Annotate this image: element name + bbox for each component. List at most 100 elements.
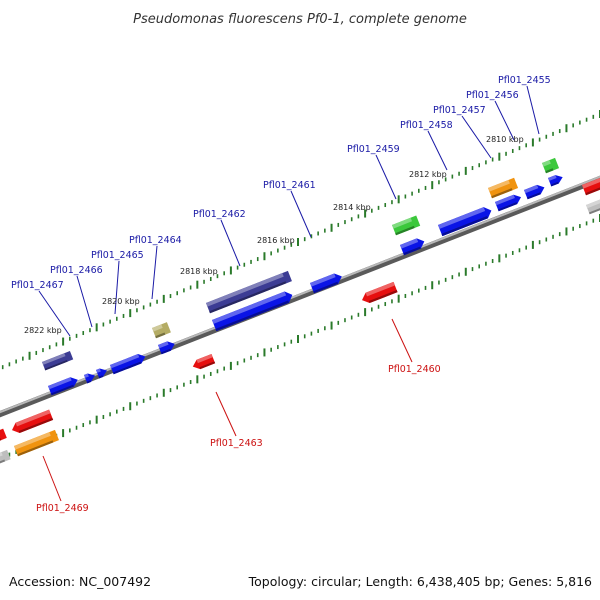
feature-body bbox=[14, 429, 59, 457]
feature-highlight bbox=[15, 409, 51, 427]
feature-highlight bbox=[212, 291, 287, 324]
feature-shadow bbox=[17, 440, 54, 457]
feature-edge-gray-left[interactable] bbox=[0, 449, 11, 465]
feature-pfl01-2458[interactable] bbox=[438, 205, 494, 237]
feature-shadow bbox=[395, 225, 415, 236]
feature-pfl01-2466b[interactable] bbox=[84, 371, 97, 384]
scale-labels: 2810 kbp 2812 kbp 2814 kbp 2816 kbp 2818… bbox=[24, 135, 524, 335]
gene-label-pfl01-2460[interactable]: Pfl01_2460 bbox=[388, 364, 441, 375]
leader-line bbox=[215, 391, 237, 437]
feature-highlight bbox=[196, 353, 213, 364]
gene-label-pfl01-2464[interactable]: Pfl01_2464 bbox=[129, 235, 182, 246]
leader-line bbox=[76, 275, 93, 328]
feature-pfl01-2456[interactable] bbox=[524, 183, 546, 200]
feature-shadow bbox=[199, 361, 216, 370]
tick-track-bottom bbox=[1, 214, 600, 460]
gene-label-pfl01-2467[interactable]: Pfl01_2467 bbox=[11, 280, 64, 291]
feature-pfl01-2465[interactable] bbox=[110, 352, 147, 375]
feature-pfl01-2459[interactable] bbox=[392, 215, 421, 236]
scale-mark: 2814 kbp bbox=[333, 203, 371, 212]
feature-pfl01-2467[interactable] bbox=[42, 351, 74, 371]
leader-line bbox=[151, 245, 158, 300]
tick-track-top bbox=[1, 110, 600, 370]
feature-shadow bbox=[44, 359, 68, 371]
feature-pfl01-2462[interactable] bbox=[206, 270, 292, 314]
feature-shadow bbox=[0, 459, 6, 465]
feature-pfl01-2462-cds[interactable] bbox=[212, 289, 295, 332]
feature-shadow bbox=[215, 300, 289, 332]
feature-pfl01-2460[interactable] bbox=[360, 281, 398, 305]
feature-shadow bbox=[545, 168, 554, 174]
scale-mark: 2812 kbp bbox=[409, 170, 447, 179]
feature-pfl01-2464[interactable] bbox=[152, 322, 171, 339]
feature-highlight bbox=[310, 273, 336, 287]
feature-pfl01-2457-orange[interactable] bbox=[488, 177, 519, 199]
feature-shadow bbox=[209, 281, 287, 314]
feature-pfl01-2455[interactable] bbox=[542, 157, 560, 174]
feature-highlight bbox=[48, 377, 72, 390]
feature-highlight bbox=[548, 175, 557, 181]
feature-pfl01-2466[interactable] bbox=[96, 366, 109, 379]
feature-highlight bbox=[158, 341, 169, 349]
feature-pfl01-2455-cds[interactable] bbox=[548, 173, 564, 187]
gene-label-pfl01-2463[interactable]: Pfl01_2463 bbox=[210, 438, 263, 449]
feature-highlight bbox=[0, 452, 3, 459]
feature-shadow bbox=[98, 375, 104, 379]
feature-body bbox=[582, 174, 600, 196]
gene-label-pfl01-2469[interactable]: Pfl01_2469 bbox=[36, 503, 89, 514]
feature-pfl01-2463[interactable] bbox=[191, 353, 216, 371]
accession-text: Accession: NC_007492 bbox=[9, 574, 151, 589]
gene-labels: Pfl01_2455 Pfl01_2456 Pfl01_2457 Pfl01_2… bbox=[11, 75, 551, 514]
leader-line bbox=[427, 130, 448, 171]
scale-mark: 2810 kbp bbox=[486, 135, 524, 144]
leader-line bbox=[526, 85, 540, 135]
gene-label-pfl01-2465[interactable]: Pfl01_2465 bbox=[91, 250, 144, 261]
gene-label-pfl01-2457[interactable]: Pfl01_2457 bbox=[433, 105, 486, 116]
feature-pfl01-2457[interactable] bbox=[495, 193, 523, 212]
feature-body bbox=[438, 207, 492, 237]
leader-line bbox=[290, 190, 312, 238]
scale-mark: 2820 kbp bbox=[102, 297, 140, 306]
feature-highlight bbox=[84, 373, 89, 378]
leader-line bbox=[38, 290, 71, 337]
gene-label-pfl01-2459[interactable]: Pfl01_2459 bbox=[347, 144, 400, 155]
gene-label-pfl01-2456[interactable]: Pfl01_2456 bbox=[466, 90, 519, 101]
feature-highlight bbox=[542, 160, 551, 167]
feature-body bbox=[48, 377, 78, 396]
feature-body bbox=[212, 291, 293, 332]
feature-body bbox=[488, 177, 519, 199]
feature-pfl01-2468[interactable] bbox=[10, 409, 54, 436]
gene-label-pfl01-2458[interactable]: Pfl01_2458 bbox=[400, 120, 453, 131]
gene-label-pfl01-2462[interactable]: Pfl01_2462 bbox=[193, 209, 246, 220]
feature-body bbox=[495, 194, 522, 212]
feature-shadow bbox=[491, 188, 513, 199]
feature-shadow bbox=[112, 361, 142, 375]
feature-highlight bbox=[42, 353, 66, 365]
feature-shadow bbox=[155, 332, 166, 339]
scale-mark: 2816 kbp bbox=[257, 236, 295, 245]
feature-pfl01-2461[interactable] bbox=[310, 271, 344, 294]
feature-highlight bbox=[495, 194, 515, 206]
feature-body bbox=[110, 354, 146, 375]
feature-highlight bbox=[392, 217, 413, 229]
gene-label-pfl01-2455[interactable]: Pfl01_2455 bbox=[498, 75, 551, 86]
feature-shadow bbox=[441, 216, 488, 237]
gene-label-pfl01-2466[interactable]: Pfl01_2466 bbox=[50, 265, 103, 276]
feature-pfl01-2469[interactable] bbox=[14, 429, 59, 457]
leader-line bbox=[42, 455, 62, 502]
feature-pfl01-2459-cds[interactable] bbox=[400, 236, 426, 256]
feature-pfl01-2464-cds[interactable] bbox=[158, 339, 177, 355]
feature-shadow bbox=[160, 348, 171, 355]
feature-body bbox=[392, 215, 421, 236]
feature-highlight bbox=[14, 432, 51, 450]
gene-label-pfl01-2461[interactable]: Pfl01_2461 bbox=[263, 180, 316, 191]
feature-body bbox=[0, 449, 11, 465]
leader-line bbox=[220, 219, 241, 267]
feature-edge-gray-right[interactable] bbox=[586, 194, 600, 215]
feature-highlight bbox=[400, 238, 419, 249]
feature-shadow bbox=[86, 380, 92, 384]
feature-highlight bbox=[96, 368, 101, 373]
map-title: Pseudomonas fluorescens Pf0-1, complete … bbox=[133, 12, 467, 27]
feature-edge-red-left[interactable] bbox=[0, 428, 7, 443]
feature-pfl01-2467-cds[interactable] bbox=[48, 375, 80, 396]
